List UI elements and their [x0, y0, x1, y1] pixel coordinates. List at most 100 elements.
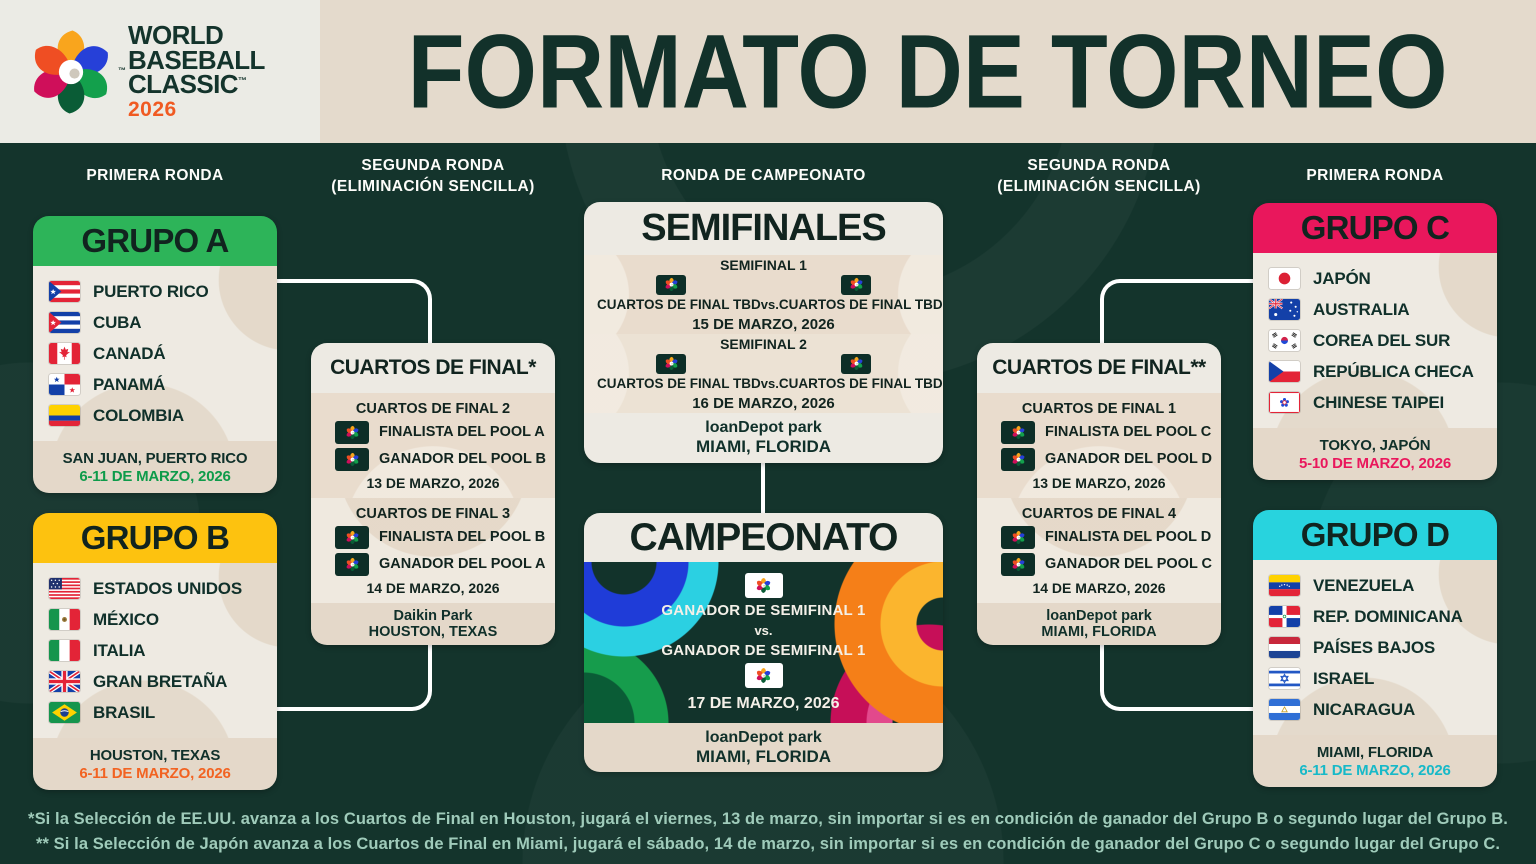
team-row: CHINESE TAIPEI [1269, 392, 1497, 414]
qf-matchup-row: GANADOR DEL POOL C [977, 552, 1221, 576]
semifinals-venue: loanDepot park MIAMI, FLORIDA [584, 413, 943, 463]
venue-dates: 6-11 DE MARZO, 2026 [79, 764, 231, 782]
wbc-pinwheel-icon [1012, 557, 1024, 571]
team-row: AUSTRALIA [1269, 299, 1497, 321]
team-row: JAPÓN [1269, 268, 1497, 290]
group-c-header: GRUPO C [1253, 203, 1497, 253]
graphic-icon [49, 671, 80, 692]
nicaragua-flag-icon [1269, 699, 1300, 720]
graphic-icon [49, 281, 80, 302]
vs-label: vs. [754, 622, 773, 638]
qf-team-placeholder: GANADOR DEL POOL A [379, 556, 546, 572]
wbc-mini-logo-icon [1001, 525, 1035, 549]
australia-flag-icon [1269, 299, 1300, 320]
graphic-icon [49, 609, 80, 630]
group-d-team-list: VENEZUELA REP. DOMINICANA PAÍSES BAJOS ISRA… [1253, 560, 1497, 735]
czech-republic-flag-icon [1269, 361, 1300, 382]
wbc-mini-logo-icon [1001, 447, 1035, 471]
wbc-mini-logo-icon [335, 552, 369, 576]
semifinal-label: SEMIFINAL 2 [720, 335, 807, 352]
qf-matchup-row: GANADOR DEL POOL D [977, 447, 1221, 471]
qf-date: 14 DE MARZO, 2026 [1032, 579, 1166, 596]
qf-matchup-row: GANADOR DEL POOL B [311, 447, 555, 471]
dominican-republic-flag-icon [1269, 606, 1300, 627]
venue-dates: 5-10 DE MARZO, 2026 [1298, 454, 1452, 472]
span: CLASSIC [128, 69, 239, 100]
graphic-icon [49, 578, 80, 599]
team-name: NICARAGUA [1313, 699, 1416, 719]
brazil-flag-icon [49, 702, 80, 723]
qf-matchup-heading: CUARTOS DE FINAL 3 [355, 505, 511, 522]
wbc-mini-logo-icon [335, 447, 369, 471]
venue-name: Daikin Park [393, 608, 473, 624]
top-banner: ™ WORLD BASEBALL CLASSIC™ 2026 FORMATO D… [0, 0, 1536, 143]
quarterfinals-title: CUARTOS DE FINAL* [311, 343, 555, 393]
div: loanDepot park MIAMI, FLORIDA [977, 603, 1221, 645]
team-name: CHINESE TAIPEI [1313, 392, 1445, 412]
round-label-primera-ronda-left: PRIMERA RONDA [86, 167, 224, 184]
team-name: JAPÓN [1313, 268, 1371, 288]
trademark-symbol: ™ [118, 66, 126, 75]
venue-name: loanDepot park [1046, 608, 1152, 624]
championship-matchup: GANADOR DE SEMIFINAL 1 vs. GANADOR DE SE… [584, 562, 943, 723]
bracket-board: PRIMERA RONDA SEGUNDA RONDA (ELIMINACIÓN… [0, 143, 1536, 864]
south-korea-flag-icon [1269, 330, 1300, 351]
logo-line-world: WORLD [128, 20, 224, 51]
graphic-icon [1269, 606, 1300, 627]
qf-matchup-heading: CUARTOS DE FINAL 1 [1021, 400, 1177, 417]
team-name: REPÚBLICA CHECA [1313, 361, 1474, 381]
team-name: AUSTRALIA [1313, 299, 1410, 319]
championship-date: 17 DE MARZO, 2026 [687, 694, 840, 712]
semifinals-title: SEMIFINALES [584, 202, 943, 255]
semifinals-card: SEMIFINALES SEMIFINAL 1 CUARTOS DE FINAL … [584, 202, 943, 463]
wbc-pinwheel-icon [34, 29, 108, 114]
vs-label: vs. [760, 296, 779, 312]
semifinal-matchup: CUARTOS DE FINAL TBD vs. CUARTOS DE FINAL … [584, 376, 943, 391]
team-name: CANADÁ [93, 343, 166, 363]
team-name: VENEZUELA [1313, 575, 1415, 595]
group-c-title: GRUPO C [1300, 209, 1450, 246]
semifinal-matchup: CUARTOS DE FINAL TBD vs. CUARTOS DE FINAL … [584, 297, 943, 312]
qf-matchup-row: FINALISTA DEL POOL C [977, 420, 1221, 444]
group-a-header: GRUPO A [33, 216, 277, 266]
footnote-1: *Si la Selección de EE.UU. avanza a los … [28, 810, 1508, 828]
wbc-pinwheel-icon [665, 356, 677, 371]
wbc-logo-text: WORLD BASEBALL CLASSIC™ 2026 [128, 20, 265, 119]
team-row: NICARAGUA [1269, 699, 1497, 721]
team-row: MÉXICO [49, 609, 277, 631]
team-row: ESTADOS UNIDOS [49, 578, 277, 600]
qf-date: 13 DE MARZO, 2026 [366, 474, 500, 491]
team-name: PUERTO RICO [93, 281, 209, 301]
round-label-primera-ronda-right: PRIMERA RONDA [1306, 167, 1444, 184]
team-name: CUBA [93, 312, 142, 332]
graphic-icon [1269, 268, 1300, 289]
group-b-header: GRUPO B [33, 513, 277, 563]
div: TOKYO, JAPÓN 5-10 DE MARZO, 2026 [1253, 428, 1497, 480]
team-row: GRAN BRETAÑA [49, 671, 277, 693]
puerto-rico-flag-icon [49, 281, 80, 302]
graphic-icon [49, 702, 80, 723]
semifinal-logos [584, 274, 943, 295]
qf-date: 13 DE MARZO, 2026 [1032, 474, 1166, 491]
graphic-icon [1269, 575, 1300, 596]
div: SEGUNDA RONDA [1027, 157, 1171, 174]
semifinal-date: 16 DE MARZO, 2026 [692, 394, 835, 412]
team-name: GRAN BRETAÑA [93, 671, 228, 691]
qf-team-placeholder: FINALISTA DEL POOL D [1045, 529, 1212, 545]
qf-team-placeholder: GANADOR DEL POOL C [1045, 556, 1213, 572]
team-name: COLOMBIA [93, 405, 184, 425]
championship-venue: loanDepot park MIAMI, FLORIDA [584, 723, 943, 772]
div: (ELIMINACIÓN SENCILLA) [997, 178, 1201, 195]
wbc-pinwheel-icon [665, 277, 677, 292]
div: HOUSTON, TEXAS 6-11 DE MARZO, 2026 [33, 738, 277, 790]
round-label-ronda-de-campeonato: RONDA DE CAMPEONATO [661, 167, 866, 184]
team-name: REP. DOMINICANA [1313, 606, 1463, 626]
graphic-icon [1269, 637, 1300, 658]
team-row: BRASIL [49, 702, 277, 724]
team-row: PANAMÁ [49, 374, 277, 396]
vs-label: vs. [760, 375, 779, 391]
div: SAN JUAN, PUERTO RICO 6-11 DE MARZO, 2026 [33, 441, 277, 493]
group-d-title: GRUPO D [1300, 516, 1450, 553]
team-name: BRASIL [93, 702, 156, 722]
qf-matchup-heading: CUARTOS DE FINAL 2 [355, 400, 511, 417]
